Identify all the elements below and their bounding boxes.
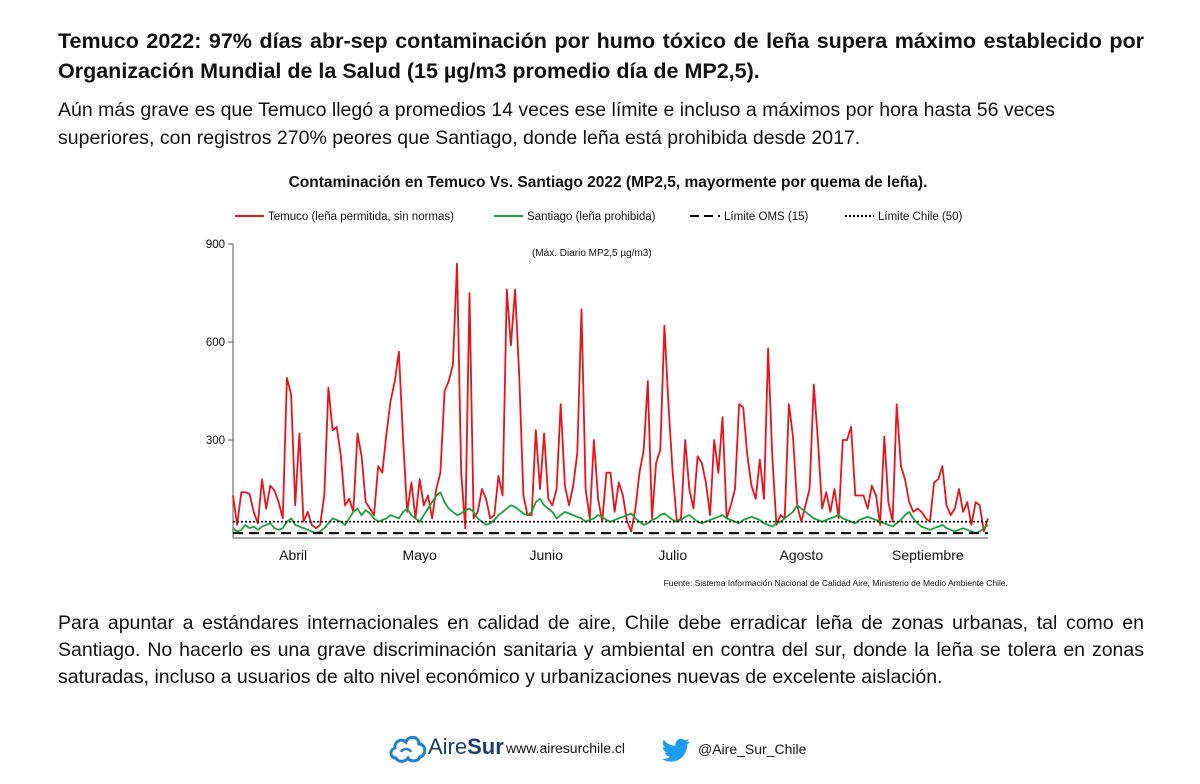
- twitter-handle[interactable]: @Aire_Sur_Chile: [698, 741, 807, 757]
- brand-name-light: Aire: [428, 734, 468, 759]
- x-tick-label: Abril: [279, 547, 307, 563]
- x-tick-label: Mayo: [403, 547, 437, 563]
- legend-label-temuco: Temuco (leña permitida, sin normas): [268, 211, 454, 223]
- legend-label-santiago: Santiago (leña prohibida): [527, 211, 656, 223]
- headline: Temuco 2022: 97% días abr-sep contaminac…: [58, 29, 1144, 83]
- legend: Temuco (leña permitida, sin normas) Sant…: [235, 211, 963, 223]
- x-tick-label: Julio: [658, 547, 687, 563]
- chart-axes: 900 600 300 Abril Mayo Junio Julio Agosto Septie…: [206, 239, 988, 563]
- subheadline: Aún más grave es que Temuco llegó a prom…: [58, 99, 1055, 149]
- legend-label-chile: Límite Chile (50): [878, 211, 963, 223]
- y-tick-label: 600: [206, 337, 225, 349]
- series-line-santiago: [232, 491, 989, 534]
- line-chart: Temuco (leña permitida, sin normas) Sant…: [206, 211, 1008, 588]
- x-tick-label: Septiembre: [892, 547, 964, 563]
- twitter-bird-icon: [662, 738, 690, 762]
- chart-title: Contaminación en Temuco Vs. Santiago 202…: [288, 174, 928, 191]
- chart-plot-area: [232, 262, 989, 535]
- brand-name: AireSur: [428, 734, 504, 760]
- chart-source: Fuente: Sistema Información Nacional de …: [664, 578, 1008, 588]
- x-tick-label: Junio: [529, 547, 563, 563]
- y-tick-label: 900: [206, 239, 225, 251]
- series-line-temuco: [232, 262, 989, 533]
- cloud-icon: [389, 735, 427, 763]
- brand-url[interactable]: www.airesurchile.cl: [506, 740, 626, 756]
- legend-label-oms: Límite OMS (15): [724, 211, 809, 223]
- brand-name-bold: Sur: [467, 734, 504, 759]
- chart-annotation: (Máx. Diario MP2,5 µg/m3): [532, 248, 652, 259]
- y-tick-label: 300: [206, 435, 225, 447]
- closing-paragraph: Para apuntar a estándares internacionale…: [58, 612, 1144, 688]
- x-tick-label: Agosto: [780, 547, 824, 563]
